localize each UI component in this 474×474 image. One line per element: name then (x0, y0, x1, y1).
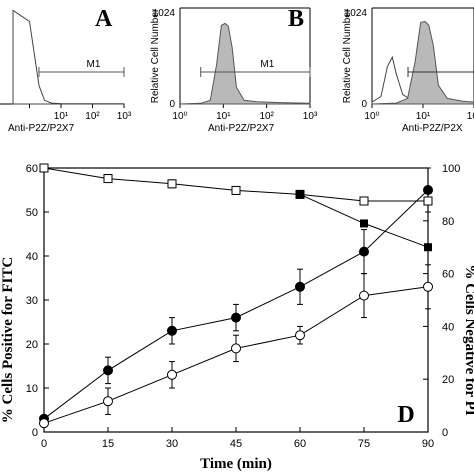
data-point-open-circle (231, 343, 241, 354)
y-tick-label: 0 (32, 427, 38, 439)
histogram-outline-0 (371, 55, 474, 105)
x-axis-title: Anti-P2Z/P2X7 (208, 123, 275, 134)
data-point-filled-circle (103, 365, 113, 376)
x-tick-label: 45 (230, 438, 242, 450)
data-point-open-square (167, 179, 177, 189)
y2-tick-label: 100 (442, 163, 460, 175)
plot-frame (43, 167, 429, 433)
data-point-filled-square (424, 243, 432, 252)
x-tick-label: 60 (294, 438, 306, 450)
y-tick-label: 20 (26, 339, 38, 351)
x-tick-label: 10¹ (54, 111, 69, 122)
x-tick-label: 10¹ (416, 111, 431, 122)
data-point-open-circle (39, 418, 49, 429)
data-point-open-square (39, 163, 49, 173)
x-tick-label: 10⁰ (364, 111, 379, 122)
y-tick-label: 40 (26, 251, 38, 263)
y-axis-title: Relative Cell Number (342, 8, 353, 103)
panel-letter: A (95, 6, 113, 32)
x-tick-label: 10³ (303, 111, 318, 122)
y2-tick-label: 40 (442, 321, 454, 333)
gate-marker-label: M1 (87, 59, 101, 70)
x-tick-label: 10⁰ (172, 111, 187, 122)
y-tick-label: 0 (169, 99, 175, 110)
x-axis-title: Anti-P2Z/P2X7 (8, 123, 75, 134)
data-point-filled-circle (167, 325, 177, 336)
panel-d: 0 15 30 45 60 75 90 0 10 20 30 40 50 60 0 20 40 60 80 100 Ti… (0, 163, 474, 472)
x-tick-label: 15 (102, 438, 114, 450)
x-tick-label: 90 (422, 438, 434, 450)
data-point-filled-circle (359, 246, 369, 257)
data-point-open-circle (423, 281, 433, 292)
data-point-filled-circle (423, 185, 433, 195)
x-tick-label: 30 (166, 438, 178, 450)
x-axis-title: Time (min) (200, 456, 272, 472)
data-point-open-square (231, 185, 241, 195)
x-tick-label: 10² (467, 111, 474, 122)
y-axis-title: % Cells Positive for FITC (0, 257, 16, 423)
y-tick-label: 1024 (345, 8, 368, 19)
x-tick-label: 75 (358, 438, 370, 450)
panel-c: 1024 0 Relative Cell Number 10⁰ 10¹ 10² Anti-P… (342, 7, 474, 134)
y-tick-label: 1024 (153, 8, 176, 19)
y-axis-title: Relative Cell Number (150, 8, 161, 103)
data-point-open-square (423, 196, 433, 206)
data-point-open-circle (295, 330, 305, 341)
data-point-open-circle (359, 290, 369, 301)
panel-letter: B (288, 6, 304, 32)
x-tick-label: 10² (259, 111, 274, 122)
series-line-2 (43, 167, 428, 202)
y-tick-label: 0 (361, 99, 367, 110)
x-tick-label: 0 (41, 438, 47, 450)
data-point-open-circle (167, 369, 177, 380)
data-point-open-square (103, 174, 113, 184)
panel-letter: D (397, 402, 414, 428)
y-tick-label: 10 (26, 383, 38, 395)
data-point-filled-circle (295, 281, 305, 292)
y2-tick-label: 80 (442, 216, 454, 228)
y2-tick-label: 20 (442, 374, 454, 386)
histogram-outline-0 (12, 9, 125, 105)
y-tick-label: 50 (26, 207, 38, 219)
data-point-open-square (359, 196, 369, 206)
data-point-open-circle (103, 396, 113, 407)
panel-a: 10¹ 10² 10³ Anti-P2Z/P2X7 M1 A (0, 6, 132, 134)
x-tick-label: 10² (85, 111, 100, 122)
y2-tick-label: 60 (442, 269, 454, 281)
y2-tick-label: 0 (442, 427, 448, 439)
data-point-filled-square (296, 190, 304, 199)
histogram-filled-0 (179, 22, 311, 105)
panel-b: 1024 0 Relative Cell Number 10⁰ 10¹ 10² 10³ Ant… (150, 6, 318, 134)
y2-axis-title: % Cells Negative for PI (462, 264, 474, 416)
x-tick-label: 10¹ (216, 111, 231, 122)
x-axis-title: Anti-P2Z/P2X (402, 123, 463, 134)
data-point-filled-square (360, 219, 368, 228)
x-tick-label: 10³ (117, 111, 132, 122)
y-tick-label: 30 (26, 295, 38, 307)
gate-marker-label: M1 (260, 59, 274, 70)
y-tick-label: 60 (26, 163, 38, 175)
data-point-filled-circle (231, 312, 241, 323)
histogram-filled-1 (371, 20, 474, 105)
